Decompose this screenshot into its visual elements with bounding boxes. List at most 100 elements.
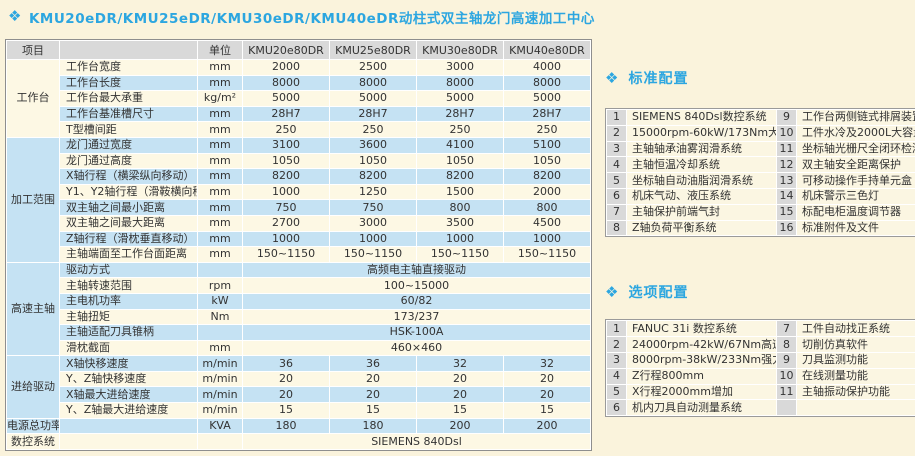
spec-item-cell: 主电机功率 [60,293,197,309]
config-item-number: 10 [777,125,796,141]
config-item-number: 12 [777,157,796,173]
spec-value-cell: 8000 [504,75,590,91]
spec-row: 高速主轴 驱动方式 高频电主轴直接驱动 [7,262,590,356]
spec-unit-cell: mm [198,231,242,247]
spec-unit-cell [198,434,242,449]
spec-row: 双主轴之间最小距离 mm 750 750 800 800 [7,200,590,215]
spec-unit-cell: kg/m² [198,91,242,106]
spec-value-cell: 20 [330,387,416,403]
config-item-number: 2 [607,337,626,352]
config-item-text: 24000rpm-42kW/67Nm高速电主轴 [627,337,776,352]
spec-value-cell: 150~1150 [504,247,590,262]
spec-row: Y、Z轴快移速度 m/min 20 20 20 20 [7,371,590,387]
spec-value-cell: 15 [504,403,590,418]
spec-group-cell: 电源总功率 [7,418,59,434]
config-item-number: 14 [777,188,796,204]
spec-row: 双主轴之间最大距离 mm 2700 3000 3500 4500 [7,215,590,231]
spec-item-cell: 工作台宽度 [60,60,197,75]
spec-value-cell: 5000 [330,91,416,106]
spec-table: 项目 单位 KMU20e80DR KMU25e80DR KMU30e80DR KMU40e… [5,39,592,451]
spec-row: Z轴行程（滑枕垂直移动） mm 1000 1000 1000 1000 [7,231,590,247]
spec-value-cell: 150~1150 [330,247,416,262]
spec-value-cell: 8200 [504,169,590,184]
spec-item-cell: Z轴行程（滑枕垂直移动） [60,231,197,247]
spec-merged-value-cell: 100~15000 [243,278,590,293]
config-item-number: 1 [607,110,626,125]
spec-row: 加工范围 龙门通过宽度 mm 3100 3600 4100 5100 [7,137,590,262]
spec-item-cell: Y、Z轴最大进给速度 [60,403,197,418]
spec-value-cell: 28H7 [417,106,503,122]
spec-item-cell: X轴行程（横梁纵向移动） [60,169,197,184]
spec-value-cell: 200 [417,418,503,434]
config-row: 7 主轴保护前端气封 15 标配电柜温度调节器 [607,204,915,220]
spec-value-cell: 8200 [417,169,503,184]
spec-header-cell: KMU40e80DR [504,41,590,59]
config-row: 215000rpm-60kW/173Nm大功率电主轴10工件水冷及2000L大容… [607,125,915,141]
spec-group-cell: 工作台 [7,60,59,137]
spec-value-cell: 250 [417,122,503,137]
spec-group-cell: 加工范围 [7,137,59,262]
spec-value-cell: 5000 [504,91,590,106]
spec-value-cell: 1500 [417,184,503,200]
spec-value-cell: 800 [504,200,590,215]
spec-unit-cell: mm [198,169,242,184]
spec-value-cell: 1050 [504,153,590,169]
config-row: 4 主轴恒温冷却系统 12 双主轴安全距离保护 [607,157,915,173]
spec-value-cell: 1250 [330,184,416,200]
spec-row: Y、Z轴最大进给速度 m/min 15 15 15 15 [7,403,590,418]
spec-row: 主轴端面至工作台面距离 mm 150~1150 150~1150 150~1150 150… [7,247,590,262]
config-item-number: 4 [607,157,626,173]
spec-value-cell: 1000 [243,184,329,200]
config-item-number: 5 [607,384,626,400]
spec-value-cell: 8200 [330,169,416,184]
spec-item-cell: 工作台最大承重 [60,91,197,106]
config-item-number: 3 [607,352,626,368]
spec-value-cell: 5100 [504,137,590,153]
spec-unit-cell [198,325,242,340]
page-title: ❖ KMU20eDR/KMU25eDR/KMU30eDR/KMU40eDR动柱式… [0,0,915,27]
spec-value-cell: 1000 [243,231,329,247]
spec-unit-cell: mm [198,122,242,137]
spec-unit-cell [198,262,242,278]
spec-value-cell: 200 [504,418,590,434]
config-item-text: 主轴振动保护功能 [797,384,915,400]
optional-config-title-text: 选项配置 [628,285,689,302]
spec-unit-cell: mm [198,137,242,153]
config-item-number [777,400,796,416]
spec-value-cell: 800 [417,200,503,215]
spec-unit-cell: mm [198,60,242,75]
config-item-number: 6 [607,188,626,204]
config-item-number: 6 [607,400,626,416]
spec-value-cell: 36 [330,356,416,371]
config-item-text: 在线测量功能 [797,368,915,384]
spec-value-cell: 3100 [243,137,329,153]
spec-value-cell: 15 [243,403,329,418]
spec-value-cell: 1050 [243,153,329,169]
standard-config-table: 1 SIEMENS 840Dsl数控系统 9 工作台两侧链式排屑装置 2 15000rpm… [605,108,915,238]
config-item-text: 可移动操作手持单元盒 [797,173,915,188]
spec-item-cell: Y、Z轴快移速度 [60,371,197,387]
spec-value-cell: 4500 [504,215,590,231]
spec-item-cell: 主轴扭矩 [60,309,197,325]
config-row: 6 机内刀具自动测量系统 [607,400,915,416]
spec-row: 工作台最大承重 kg/m² 5000 5000 5000 5000 [7,91,590,106]
spec-row: X轴最大进给速度 m/min 20 20 20 20 [7,387,590,403]
config-item-number: 8 [777,337,796,352]
config-item-text: 工件水冷及2000L大容量水箱 [797,125,915,141]
spec-row: 电源总功率 KVA 180 180 200 200 [7,418,590,434]
spec-unit-cell: m/min [198,387,242,403]
spec-value-cell: 3500 [417,215,503,231]
config-item-number: 13 [777,173,796,188]
spec-header-row: 项目 单位 KMU20e80DR KMU25e80DR KMU30e80DR KMU40e… [7,41,590,59]
config-item-text: X行程2000mm增加 [627,384,776,400]
config-item-text: 工作台两侧链式排屑装置 [797,110,915,125]
spec-value-cell: 20 [417,371,503,387]
config-item-number: 10 [777,368,796,384]
spec-value-cell: 20 [243,387,329,403]
config-item-text: 8000rpm-38kW/233Nm强力电主轴 [627,352,776,368]
config-item-text: Z行程800mm [627,368,776,384]
spec-header-cell: KMU25e80DR [330,41,416,59]
spec-value-cell: 250 [243,122,329,137]
config-item-text: 坐标轴光栅尺全闭环检测 [797,141,915,157]
config-row: 1 SIEMENS 840Dsl数控系统 9 工作台两侧链式排屑装置 [607,110,915,125]
